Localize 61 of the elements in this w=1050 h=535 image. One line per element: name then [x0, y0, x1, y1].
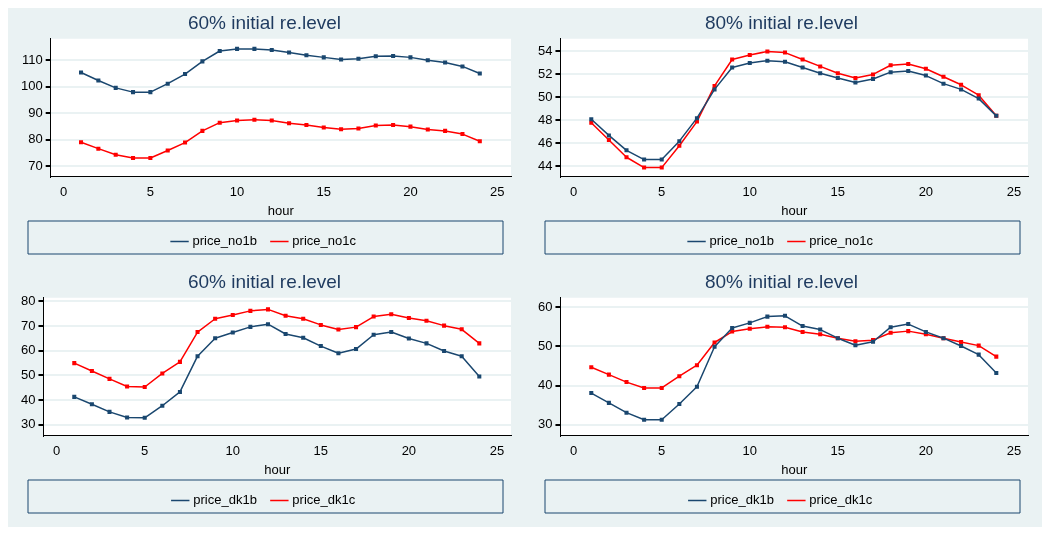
x-tick-label: 0 — [60, 184, 68, 200]
y-tick-label: 80 — [20, 293, 36, 309]
x-axis-title: hour — [264, 461, 291, 477]
y-tick-label: 46 — [537, 135, 553, 151]
x-tick-label: 0 — [570, 443, 578, 459]
x-tick-label: 5 — [141, 443, 149, 459]
y-tick-label: 110 — [21, 51, 43, 67]
x-axis-title: hour — [781, 461, 808, 477]
x-tick-label: 5 — [658, 184, 666, 200]
y-tick-label: 50 — [20, 367, 36, 382]
legend-label: price_dk1b — [710, 492, 774, 508]
x-tick-label: 15 — [830, 184, 846, 200]
x-tick-label: 20 — [918, 184, 934, 200]
chart-title: 80% initial re.level — [704, 270, 859, 292]
y-tick-label: 50 — [537, 337, 553, 353]
x-tick-label: 15 — [313, 443, 329, 459]
chart-title: 80% initial re.level — [704, 11, 859, 33]
y-tick-label: 30 — [20, 416, 36, 432]
legend-label: price_dk1c — [292, 492, 356, 508]
chart-title: 60% initial re.level — [187, 11, 342, 33]
x-tick-label: 0 — [53, 443, 61, 459]
y-tick-label: 80 — [28, 131, 43, 147]
x-tick-label: 15 — [316, 184, 331, 200]
x-tick-label: 10 — [225, 443, 240, 459]
x-axis-title: hour — [781, 202, 808, 218]
legend-label: price_dk1b — [193, 492, 257, 508]
x-tick-label: 15 — [830, 443, 846, 459]
x-tick-label: 25 — [1006, 443, 1022, 459]
y-tick-label: 60 — [537, 298, 553, 314]
y-tick-label: 40 — [537, 377, 553, 393]
x-axis-title: hour — [267, 202, 295, 218]
legend-label: price_no1b — [709, 233, 774, 249]
chart-title: 60% initial re.level — [187, 270, 342, 292]
y-tick-label: 60 — [20, 342, 36, 358]
legend-label: price_dk1c — [809, 492, 873, 508]
x-tick-label: 20 — [401, 443, 417, 459]
x-tick-label: 10 — [742, 184, 757, 200]
x-tick-label: 0 — [570, 184, 578, 200]
y-tick-label: 70 — [28, 157, 43, 173]
legend-label: price_no1c — [292, 233, 357, 249]
y-tick-label: 90 — [28, 104, 43, 120]
y-tick-label: 48 — [537, 112, 553, 128]
y-tick-label: 30 — [537, 416, 553, 432]
x-tick-label: 25 — [1006, 184, 1022, 200]
legend-label: price_no1b — [192, 233, 257, 249]
x-tick-label: 20 — [918, 443, 934, 459]
x-tick-label: 10 — [229, 184, 245, 200]
y-tick-label: 70 — [20, 317, 36, 333]
x-tick-label: 5 — [658, 443, 666, 459]
x-tick-label: 5 — [146, 184, 154, 200]
y-tick-label: 100 — [20, 78, 43, 94]
x-tick-label: 25 — [489, 443, 505, 459]
y-tick-label: 50 — [537, 89, 553, 105]
y-tick-label: 40 — [20, 391, 36, 407]
y-tick-label: 54 — [537, 43, 553, 59]
x-tick-label: 10 — [742, 443, 757, 459]
x-tick-label: 20 — [403, 184, 418, 200]
x-tick-label: 25 — [489, 184, 505, 200]
y-tick-label: 44 — [537, 158, 553, 174]
legend-label: price_no1c — [809, 233, 874, 249]
y-tick-label: 52 — [537, 66, 553, 82]
